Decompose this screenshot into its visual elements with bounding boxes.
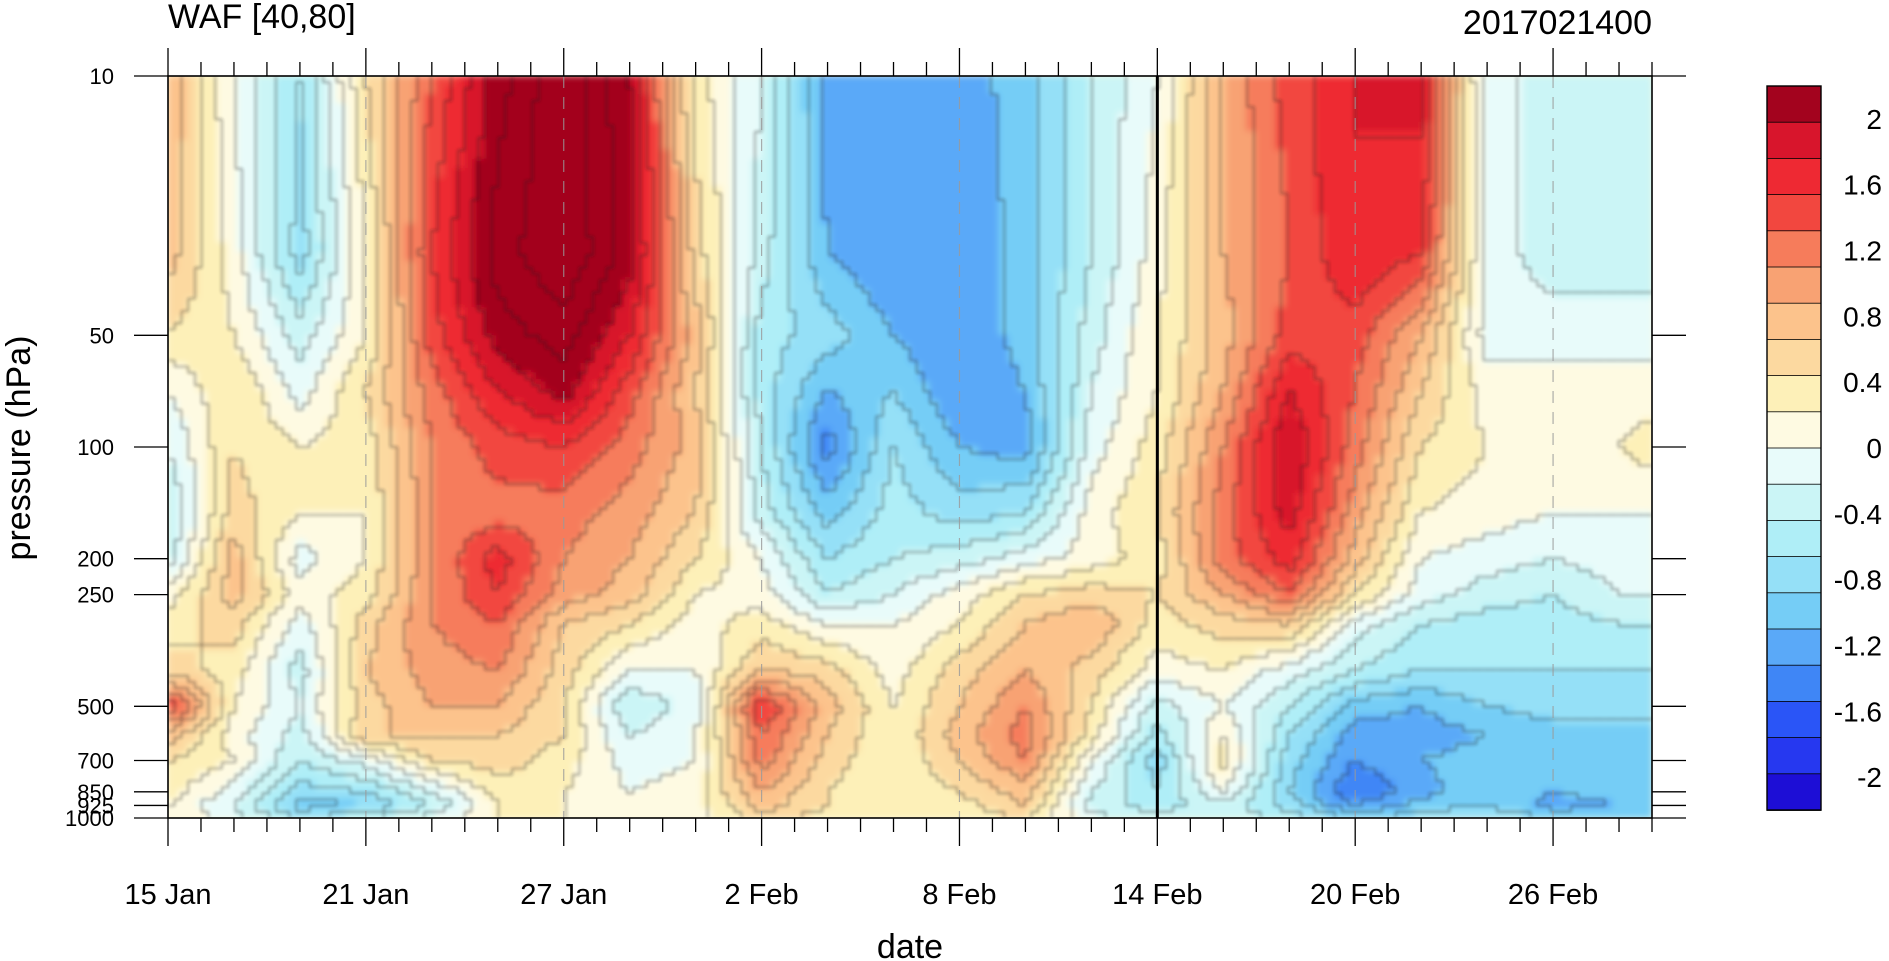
y-tick-label: 250 xyxy=(77,583,114,608)
colorbar-label: -2 xyxy=(1857,762,1882,793)
colorbar-swatch xyxy=(1766,411,1822,449)
colorbar-label: -0.4 xyxy=(1834,499,1882,530)
colorbar-swatch xyxy=(1766,701,1822,739)
colorbar-label: 0.8 xyxy=(1843,301,1882,332)
colorbar-swatch xyxy=(1766,628,1822,667)
x-tick-label: 14 Feb xyxy=(1112,879,1202,911)
contour-lines xyxy=(168,76,1652,818)
colorbar-swatch xyxy=(1766,447,1822,486)
x-tick-label: 8 Feb xyxy=(922,879,996,911)
colorbar-swatch xyxy=(1766,483,1822,522)
x-axis-ticks: 15 Jan 21 Jan 27 Jan 2 Feb 8 Feb 14 Feb 20 Feb… xyxy=(124,48,1653,911)
y-tick-label: 1000 xyxy=(65,806,114,831)
chart-title: WAF [40,80] xyxy=(168,0,356,36)
contour-field xyxy=(168,76,1652,818)
y-tick-label: 850 xyxy=(77,780,114,805)
x-tick-label: 26 Feb xyxy=(1508,879,1598,911)
contour-fill xyxy=(168,76,1652,818)
x-tick-label: 2 Feb xyxy=(725,879,799,911)
y-axis-label: pressure (hPa) xyxy=(0,336,38,561)
colorbar-label: 1.6 xyxy=(1843,170,1882,201)
colorbar-label: 0 xyxy=(1866,433,1882,464)
colorbar-frame xyxy=(1766,85,1822,811)
colorbar-swatch xyxy=(1766,157,1822,196)
colorbar-swatch xyxy=(1766,302,1822,341)
colorbar-swatch xyxy=(1766,266,1822,305)
y-tick-label: 50 xyxy=(90,323,114,348)
colorbar-label: -0.8 xyxy=(1834,565,1882,596)
colorbar-label: 1.2 xyxy=(1843,236,1882,267)
colorbar-swatch xyxy=(1766,773,1822,811)
colorbar-swatch xyxy=(1766,737,1822,775)
colorbar-swatch xyxy=(1766,85,1822,124)
x-axis-label: date xyxy=(877,928,943,961)
colorbar: 2 1.6 1.2 0.8 0.4 0 -0.4 -0.8 -1.2 -1.6 -2 xyxy=(1766,85,1882,811)
y-tick-label: 500 xyxy=(77,694,114,719)
colorbar-label: -1.6 xyxy=(1834,696,1882,727)
colorbar-swatch xyxy=(1766,338,1822,377)
colorbar-label: -1.2 xyxy=(1834,630,1882,661)
colorbar-swatch xyxy=(1766,664,1822,703)
chart-subtitle: 2017021400 xyxy=(1463,4,1652,42)
colorbar-swatch xyxy=(1766,121,1822,160)
colorbar-swatch xyxy=(1766,520,1822,558)
y-tick-label: 100 xyxy=(77,435,114,460)
colorbar-swatch xyxy=(1766,556,1822,594)
colorbar-label: 0.4 xyxy=(1843,367,1882,398)
y-tick-label: 10 xyxy=(90,64,114,89)
y-tick-label: 200 xyxy=(77,547,114,572)
colorbar-label: 2 xyxy=(1866,104,1882,135)
y-tick-label: 700 xyxy=(77,749,114,774)
colorbar-swatch xyxy=(1766,230,1822,268)
x-tick-label: 20 Feb xyxy=(1310,879,1400,911)
x-tick-label: 21 Jan xyxy=(322,879,409,911)
colorbar-swatch xyxy=(1766,375,1822,413)
x-tick-label: 27 Jan xyxy=(520,879,607,911)
x-tick-label: 15 Jan xyxy=(124,879,211,911)
colorbar-swatch xyxy=(1766,592,1822,630)
colorbar-swatch xyxy=(1766,194,1822,232)
y-tick-label: 925 xyxy=(77,793,114,818)
